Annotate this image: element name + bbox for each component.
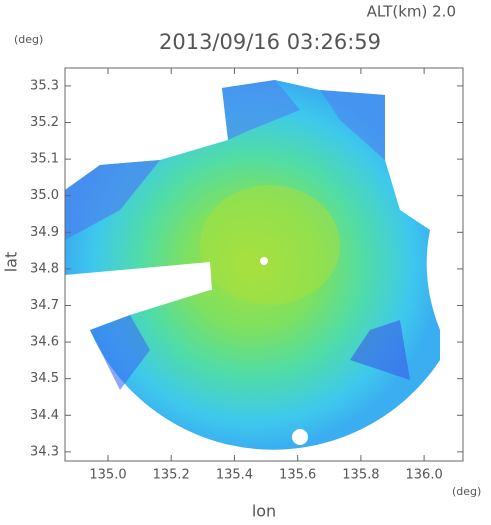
x-tick-label: 135.8 (342, 468, 379, 483)
y-tick-label: 34.4 (30, 408, 59, 423)
axes: 135.0 135.2 135.4 135.6 135.8 136.0 34.3 34.4 34… (30, 68, 463, 483)
altitude-label: ALT(km) 2.0 (367, 3, 456, 21)
y-tick-label: 34.3 (30, 444, 59, 459)
y-tick-label: 34.9 (30, 225, 59, 240)
radar-site (260, 257, 268, 265)
y-axis-label: lat (2, 252, 21, 273)
plot-frame (64, 67, 464, 462)
y-tick-label: 35.1 (30, 152, 59, 167)
x-tick-label: 136.0 (406, 468, 443, 483)
y-tick-label: 34.7 (30, 298, 59, 313)
echo-patch (65, 160, 160, 240)
echo-patch (350, 320, 410, 380)
echo-gap (292, 429, 308, 445)
x-tick-label: 135.0 (89, 468, 126, 483)
echo-patch (90, 315, 150, 390)
y-tick-label: 35.2 (30, 115, 59, 130)
blind-sector (65, 262, 212, 310)
echo-patch (222, 80, 300, 140)
y-tick-label: 34.6 (30, 335, 59, 350)
x-tick-label: 135.6 (279, 468, 316, 483)
y-tick-label: 35.3 (30, 78, 59, 93)
x-tick-label: 135.4 (216, 468, 253, 483)
y-tick-label: 35.0 (30, 188, 59, 203)
echo-patch (320, 90, 385, 160)
y-tick-label: 34.8 (30, 261, 59, 276)
chart-title: 2013/09/16 03:26:59 (159, 30, 381, 54)
y-tick-label: 34.5 (30, 371, 59, 386)
x-tick-label: 135.2 (153, 468, 190, 483)
radar-echo (65, 80, 440, 450)
y-unit: (deg) (14, 33, 43, 46)
x-axis-label: lon (252, 502, 276, 521)
echo-core (200, 185, 340, 305)
x-unit: (deg) (452, 485, 481, 498)
